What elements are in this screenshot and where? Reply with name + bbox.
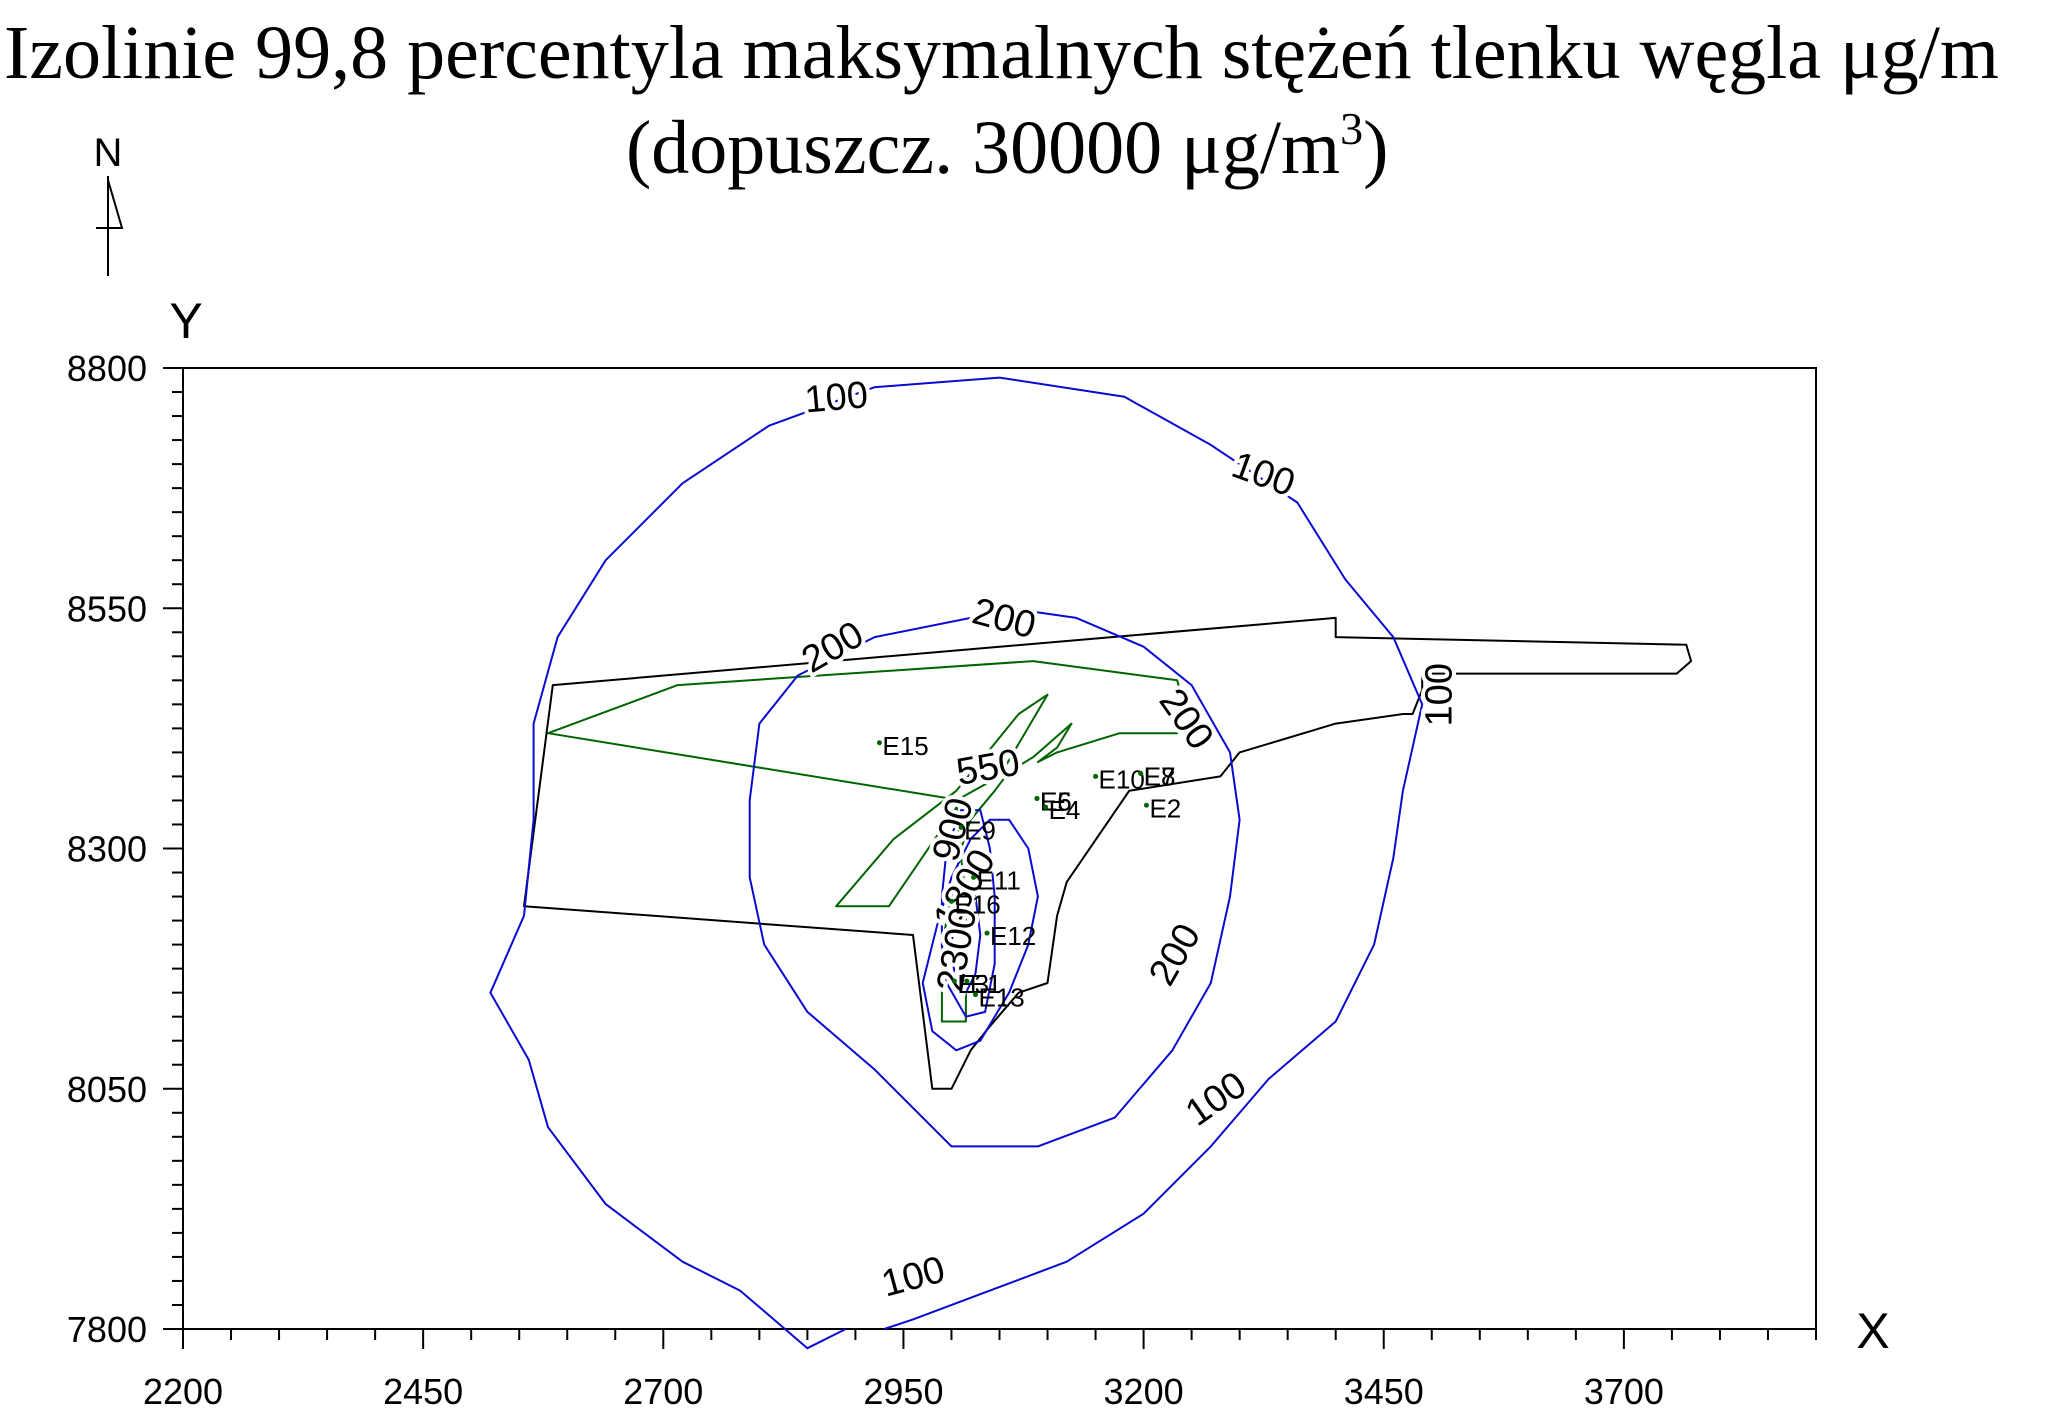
chart-title-line2: (dopuszcz. 30000 μg/m3)	[626, 106, 1388, 187]
contour-line-1800	[950, 885, 982, 994]
x-axis-label: X	[1856, 1303, 1889, 1359]
emitter-label: E11	[977, 865, 1021, 895]
contour-label: 100	[877, 1249, 949, 1306]
y-axis-label: Y	[169, 293, 202, 349]
emitter-marker	[964, 978, 970, 984]
emitter-label: E16	[954, 889, 1000, 919]
emitter-marker	[1138, 771, 1144, 777]
contour-layer	[489, 376, 1424, 1350]
emitter-marker	[951, 978, 957, 984]
emitter-marker	[971, 874, 977, 880]
chart-title-line1: Izolinie 99,8 percentyla maksymalnych st…	[4, 15, 1999, 91]
contour-label: 100	[1418, 663, 1460, 726]
contour-label: 100	[803, 374, 870, 421]
x-axis: 2200 2450 2700 2950 3200 3450 3700	[143, 1371, 1664, 1412]
x-tick-label: 2950	[863, 1371, 943, 1412]
installation-outline	[547, 660, 1183, 1023]
emitter-label: E13	[978, 983, 1024, 1013]
y-axis: 7800 8050 8300 8550 8800	[67, 348, 147, 1350]
emitter-marker	[1034, 796, 1040, 802]
north-arrow: N	[94, 131, 124, 276]
emitter-label: E6	[1040, 787, 1072, 817]
emitter-label: E9	[964, 815, 996, 845]
x-tick-label: 2200	[143, 1371, 223, 1412]
y-tick-label: 8300	[67, 829, 147, 870]
contour-line-200	[748, 607, 1241, 1148]
x-tick-label: 3700	[1584, 1371, 1664, 1412]
contour-label: 200	[1141, 917, 1209, 993]
chart-subtitle-superscript: 3	[1340, 103, 1364, 154]
y-tick-label: 8800	[67, 348, 147, 389]
contour-label: 550	[953, 742, 1023, 794]
plant-boundary	[523, 616, 1693, 1090]
x-tick-label: 2450	[383, 1371, 463, 1412]
contour-label: 200	[968, 590, 1040, 647]
emitter-label: E2	[1149, 793, 1181, 823]
plot-frame	[182, 367, 1817, 1330]
emitter-label: E12	[990, 921, 1036, 951]
minor-ticks	[163, 367, 1817, 1349]
y-tick-label: 8550	[67, 588, 147, 629]
chart-subtitle-text: (dopuszcz. 30000 μg/m	[626, 106, 1341, 190]
y-tick-label: 8050	[67, 1069, 147, 1110]
emitter-marker	[972, 992, 978, 998]
contour-label: 100	[1178, 1064, 1254, 1135]
emitter-marker	[1043, 804, 1049, 810]
chart-subtitle-end: )	[1363, 106, 1389, 190]
x-tick-label: 3200	[1104, 1371, 1184, 1412]
emitter-marker	[948, 898, 954, 904]
north-arrow-head-icon	[107, 179, 124, 229]
emitter-label: E15	[882, 731, 928, 761]
emitter-marker	[876, 740, 882, 746]
emitter-label: E4	[1049, 795, 1081, 825]
contour-label: 200	[1151, 681, 1222, 757]
x-tick-label: 3450	[1344, 1371, 1424, 1412]
x-tick-label: 2700	[623, 1371, 703, 1412]
y-tick-label: 7800	[67, 1309, 147, 1350]
emitter-label: E5	[1040, 787, 1072, 817]
contour-line-900	[940, 809, 996, 1018]
emitter-label: E10	[1099, 764, 1145, 794]
chart-title-text: Izolinie 99,8 percentyla maksymalnych st…	[4, 11, 1999, 95]
emitter-marker	[1143, 802, 1149, 808]
emitter-marker	[984, 930, 990, 936]
contour-line-100	[489, 376, 1424, 1350]
boundary-layer	[523, 616, 1693, 1090]
contour-label: 100	[1226, 444, 1300, 505]
emitter-label: E8	[1144, 762, 1176, 792]
emitter-marker	[1093, 773, 1099, 779]
emitter-label: E7	[1144, 762, 1176, 792]
emitter-marker	[958, 824, 964, 830]
north-arrow-label: N	[94, 131, 123, 175]
contour-line-550	[921, 818, 1039, 1052]
